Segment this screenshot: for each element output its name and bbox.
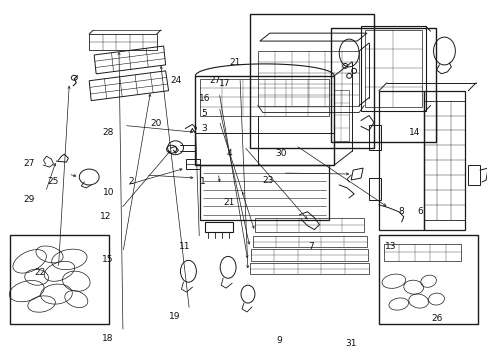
Bar: [249, 14, 373, 148]
Text: 23: 23: [262, 176, 273, 185]
Bar: [89, 34, 156, 50]
Bar: [331, 28, 435, 142]
Text: 5: 5: [201, 109, 207, 118]
Bar: [423, 91, 464, 230]
Text: 13: 13: [385, 242, 396, 251]
Bar: [257, 51, 358, 105]
Text: 31: 31: [345, 339, 356, 348]
Text: 25: 25: [48, 177, 59, 186]
Text: 7: 7: [308, 242, 314, 251]
Bar: [423, 100, 464, 220]
Bar: [334, 90, 348, 140]
Bar: [368, 125, 380, 150]
Bar: [378, 91, 423, 230]
Bar: [360, 26, 425, 111]
Text: 24: 24: [169, 76, 181, 85]
Text: 14: 14: [408, 128, 420, 137]
Text: 15: 15: [102, 255, 114, 264]
Text: 27: 27: [209, 76, 221, 85]
Text: 10: 10: [103, 188, 115, 197]
Text: 8: 8: [397, 207, 403, 216]
Text: 19: 19: [168, 312, 180, 321]
Text: 12: 12: [100, 212, 112, 221]
Bar: [378, 235, 477, 324]
Text: 4: 4: [226, 149, 231, 158]
Text: 2: 2: [128, 177, 133, 186]
Text: 26: 26: [431, 314, 442, 323]
Text: 11: 11: [178, 242, 190, 251]
Bar: [186, 159, 200, 169]
Text: 27: 27: [23, 159, 34, 168]
Bar: [200, 79, 328, 116]
Text: 21: 21: [229, 58, 240, 67]
Bar: [195, 76, 334, 165]
Text: 29: 29: [23, 195, 34, 204]
Bar: [252, 235, 366, 247]
Bar: [368, 178, 380, 200]
Text: 6: 6: [417, 207, 423, 216]
Bar: [250, 249, 367, 261]
Bar: [200, 165, 328, 220]
Text: 9: 9: [276, 336, 282, 345]
Bar: [10, 235, 109, 324]
Text: 16: 16: [198, 94, 210, 103]
Bar: [468, 165, 479, 185]
Bar: [254, 218, 364, 231]
Text: 17: 17: [219, 79, 230, 88]
Text: 18: 18: [102, 334, 114, 343]
Text: 20: 20: [150, 119, 161, 128]
Text: 28: 28: [102, 128, 114, 137]
Text: 1: 1: [200, 177, 206, 186]
Text: 30: 30: [274, 149, 286, 158]
Text: 3: 3: [201, 124, 207, 133]
Text: 22: 22: [34, 268, 45, 277]
Bar: [249, 264, 368, 274]
Bar: [205, 222, 233, 231]
Bar: [383, 243, 460, 261]
Text: 21: 21: [223, 198, 234, 207]
Bar: [365, 30, 421, 107]
